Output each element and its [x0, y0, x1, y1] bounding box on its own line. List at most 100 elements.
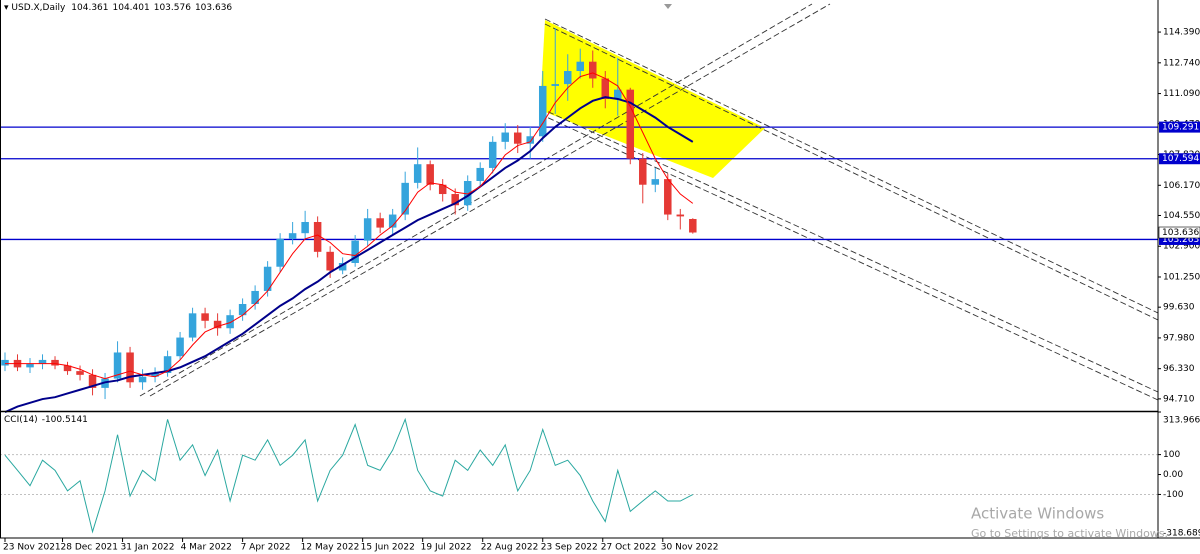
level-price-box	[1159, 153, 1200, 165]
candle-body	[151, 372, 159, 377]
candle-body	[51, 359, 59, 366]
y-tick-label: 101.250	[1163, 272, 1200, 282]
header-open: 104.361	[71, 3, 108, 13]
y-tick-label: 114.390	[1163, 28, 1200, 38]
y-tick-label: -100	[1163, 490, 1184, 500]
candle-body	[126, 352, 134, 383]
candle-body	[213, 320, 222, 329]
level-price-label: 109.291	[1162, 123, 1199, 133]
last-price-label: 103.636	[1162, 228, 1199, 238]
candle-body	[163, 356, 172, 373]
header-close: 103.636	[195, 3, 232, 13]
indicator-line	[4, 417, 694, 534]
y-tick-label: 100	[1163, 450, 1180, 460]
candle-body	[1, 359, 9, 366]
candle-body	[563, 71, 572, 85]
y-tick-label: 106.170	[1163, 181, 1200, 191]
moving-average	[5, 72, 694, 380]
x-tick-label: 12 May 2022	[301, 543, 360, 553]
candle-body	[438, 184, 447, 195]
candle-body	[288, 233, 297, 239]
candle-body	[538, 85, 547, 137]
trend-line	[544, 23, 1159, 321]
level-price-box	[1159, 233, 1200, 245]
candle-body	[576, 61, 585, 72]
level-price-box	[1159, 121, 1200, 133]
candle-body	[676, 214, 685, 217]
header-arrow: ▾	[4, 3, 11, 13]
candle-body	[26, 363, 34, 368]
candle-body	[476, 167, 484, 181]
period-marker	[664, 4, 672, 9]
candle-body	[113, 352, 122, 379]
y-tick-label: 97.980	[1163, 333, 1195, 343]
x-tick-label: 15 Jun 2022	[361, 543, 415, 553]
candle-body	[338, 263, 347, 271]
level-price-label: 107.594	[1162, 154, 1199, 164]
last-price-box	[1158, 226, 1200, 239]
x-tick-label: 23 Sep 2022	[541, 543, 598, 553]
candle-body	[639, 158, 647, 185]
candle-body	[451, 194, 459, 206]
chart-header: ▾ USD.X,Daily 104.361 104.401 103.576 103.63…	[4, 3, 232, 13]
trend-line	[149, 3, 831, 397]
x-tick-label: 7 Apr 2022	[241, 543, 291, 553]
header-low: 103.576	[154, 3, 191, 13]
candle-body	[501, 132, 509, 142]
candle-body	[276, 238, 284, 267]
x-tick-label: 28 Dec 2021	[61, 543, 118, 553]
candle-body	[263, 266, 272, 291]
x-tick-label: 19 Jul 2022	[421, 543, 472, 553]
candle-body	[664, 179, 672, 215]
y-tick-label: 0.00	[1163, 470, 1183, 480]
candle-body	[401, 182, 409, 215]
candle-body	[589, 61, 597, 79]
candle-body	[188, 313, 197, 338]
candle-body	[88, 374, 97, 388]
candle-body	[351, 240, 359, 264]
y-tick-label: 96.330	[1163, 364, 1195, 374]
x-tick-label: 22 Aug 2022	[481, 543, 539, 553]
candle-body	[201, 313, 209, 321]
symbol: USD.X,Daily	[11, 3, 66, 13]
candle-body	[551, 84, 559, 86]
channel-fill	[540, 20, 765, 178]
candle-body	[413, 164, 422, 183]
candle-body	[651, 179, 660, 185]
candle-body	[376, 218, 384, 228]
candle-body	[388, 214, 397, 228]
x-tick-label: 23 Nov 2021	[3, 543, 61, 553]
candle-body	[601, 78, 610, 99]
y-tick-label: 112.740	[1163, 58, 1200, 68]
candle-body	[513, 132, 522, 144]
candle-body	[614, 89, 622, 99]
candle-body	[176, 337, 184, 357]
y-tick-label: 111.090	[1163, 89, 1200, 99]
trend-line	[544, 18, 1159, 314]
candle-body	[526, 136, 534, 144]
indicator-value: -100.5141	[42, 415, 88, 425]
y-tick-label: 94.710	[1163, 394, 1195, 404]
candle-body	[488, 141, 497, 168]
x-tick-label: 30 Nov 2022	[661, 543, 719, 553]
candle-body	[426, 164, 434, 185]
y-tick-label: 313.9664	[1163, 416, 1200, 426]
y-tick-label: -318.6891	[1163, 529, 1200, 539]
trend-line	[139, 3, 813, 397]
candle-body	[326, 251, 334, 271]
candle-body	[251, 290, 259, 305]
y-tick-label: 99.630	[1163, 303, 1195, 313]
header-high: 104.401	[113, 3, 150, 13]
x-tick-label: 27 Oct 2022	[601, 543, 657, 553]
candle-body	[689, 218, 697, 233]
candle-body	[63, 365, 72, 372]
y-tick-label: 104.550	[1163, 211, 1200, 221]
moving-average	[4, 96, 694, 414]
candle-body	[138, 376, 147, 383]
x-tick-label: 31 Jan 2022	[121, 543, 175, 553]
x-tick-label: 4 Mar 2022	[181, 543, 232, 553]
candle-body	[226, 315, 234, 329]
level-price-label: 103.263	[1162, 235, 1199, 245]
